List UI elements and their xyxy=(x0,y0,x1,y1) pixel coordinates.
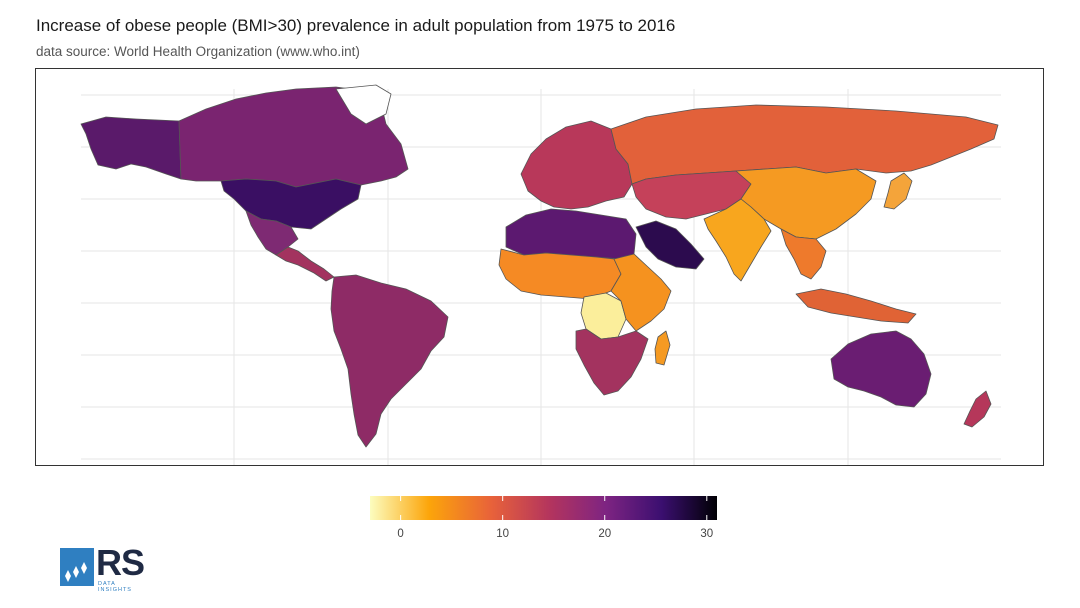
legend-tick-label: 30 xyxy=(700,528,714,540)
region-south-america xyxy=(330,274,449,448)
region-arabia xyxy=(635,220,705,270)
world-map xyxy=(80,84,1001,465)
region-east-africa xyxy=(610,253,672,332)
region-alaska xyxy=(80,116,182,180)
region-southern-africa xyxy=(575,328,649,396)
legend-tick-label: 10 xyxy=(496,528,510,540)
chart-title: Increase of obese people (BMI>30) preval… xyxy=(36,16,676,35)
region-indonesia xyxy=(795,288,917,324)
legend-gradient-bar xyxy=(370,496,717,520)
chart-subtitle: data source: World Health Organization (… xyxy=(36,44,360,59)
color-legend xyxy=(370,496,717,520)
legend-tick-label: 20 xyxy=(598,528,612,540)
region-central-america xyxy=(275,246,335,282)
region-australia xyxy=(830,330,932,408)
legend-tick-label: 0 xyxy=(397,528,404,540)
region-japan xyxy=(883,172,913,210)
rs-logo: RS DATA INSIGHTS xyxy=(60,542,152,593)
region-greenland xyxy=(335,84,392,125)
region-north-africa xyxy=(505,208,637,260)
region-madagascar xyxy=(654,330,671,366)
region-new-zealand xyxy=(963,390,992,428)
region-usa xyxy=(220,178,362,230)
region-india xyxy=(703,198,772,282)
logo-subtext: DATA INSIGHTS xyxy=(98,581,132,593)
logo-icon xyxy=(60,548,94,586)
logo-text: RS xyxy=(96,542,145,583)
region-southeast-asia xyxy=(780,228,827,280)
map-panel xyxy=(35,68,1044,466)
